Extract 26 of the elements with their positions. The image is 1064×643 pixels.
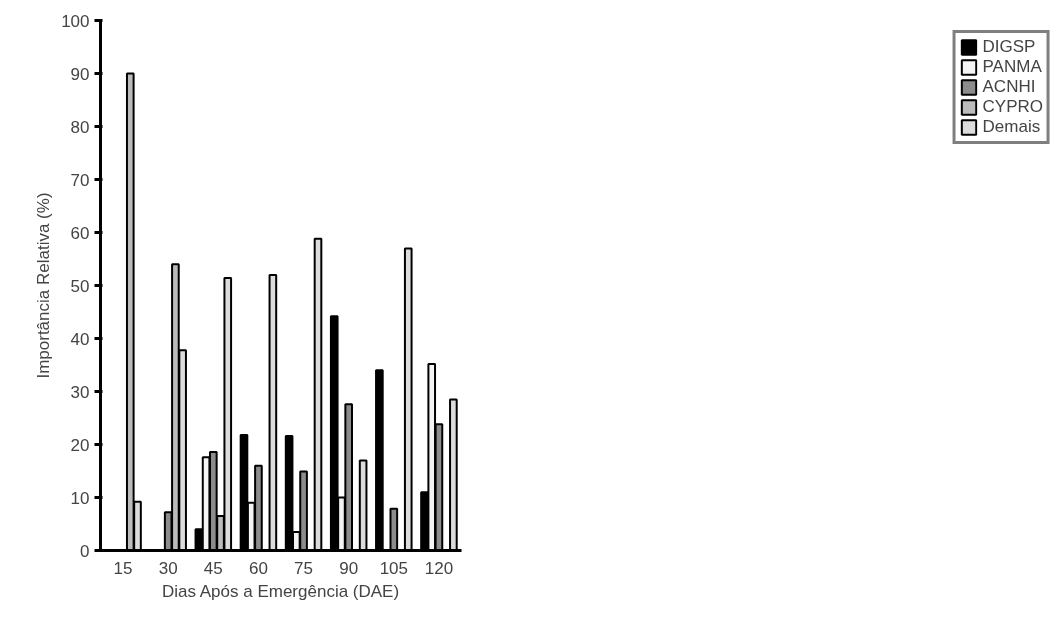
x-tick-label: 75 [294,558,314,578]
x-tick-label: 60 [248,558,268,578]
legend-label: PANMA [982,57,1042,77]
x-tick-label: 120 [424,558,454,578]
legend-label: CYPRO [982,97,1043,117]
x-tick-label: 90 [339,558,359,578]
y-tick-label: 20 [70,435,90,455]
x-tick-label: 15 [113,558,133,578]
y-tick-label: 80 [70,117,90,137]
y-tick-label: 30 [70,382,90,402]
y-axis-title: Importância Relativa (%) [34,192,54,379]
y-tick-label: 10 [70,488,90,508]
y-tick-label: 0 [80,541,90,561]
x-tick-label: 45 [203,558,223,578]
y-tick-label: 40 [70,329,90,349]
y-tick-label: 90 [70,64,90,84]
legend-label: Demais [982,117,1041,137]
legend-label: DIGSP [982,37,1036,57]
x-axis-title: Dias Após a Emergência (DAE) [161,581,400,601]
y-tick-label: 100 [61,11,90,31]
x-tick-label: 105 [379,558,409,578]
y-tick-label: 70 [70,170,90,190]
legend-label: ACNHI [982,77,1036,97]
y-tick-label: 60 [70,223,90,243]
x-tick-label: 30 [158,558,178,578]
y-tick-label: 50 [70,276,90,296]
